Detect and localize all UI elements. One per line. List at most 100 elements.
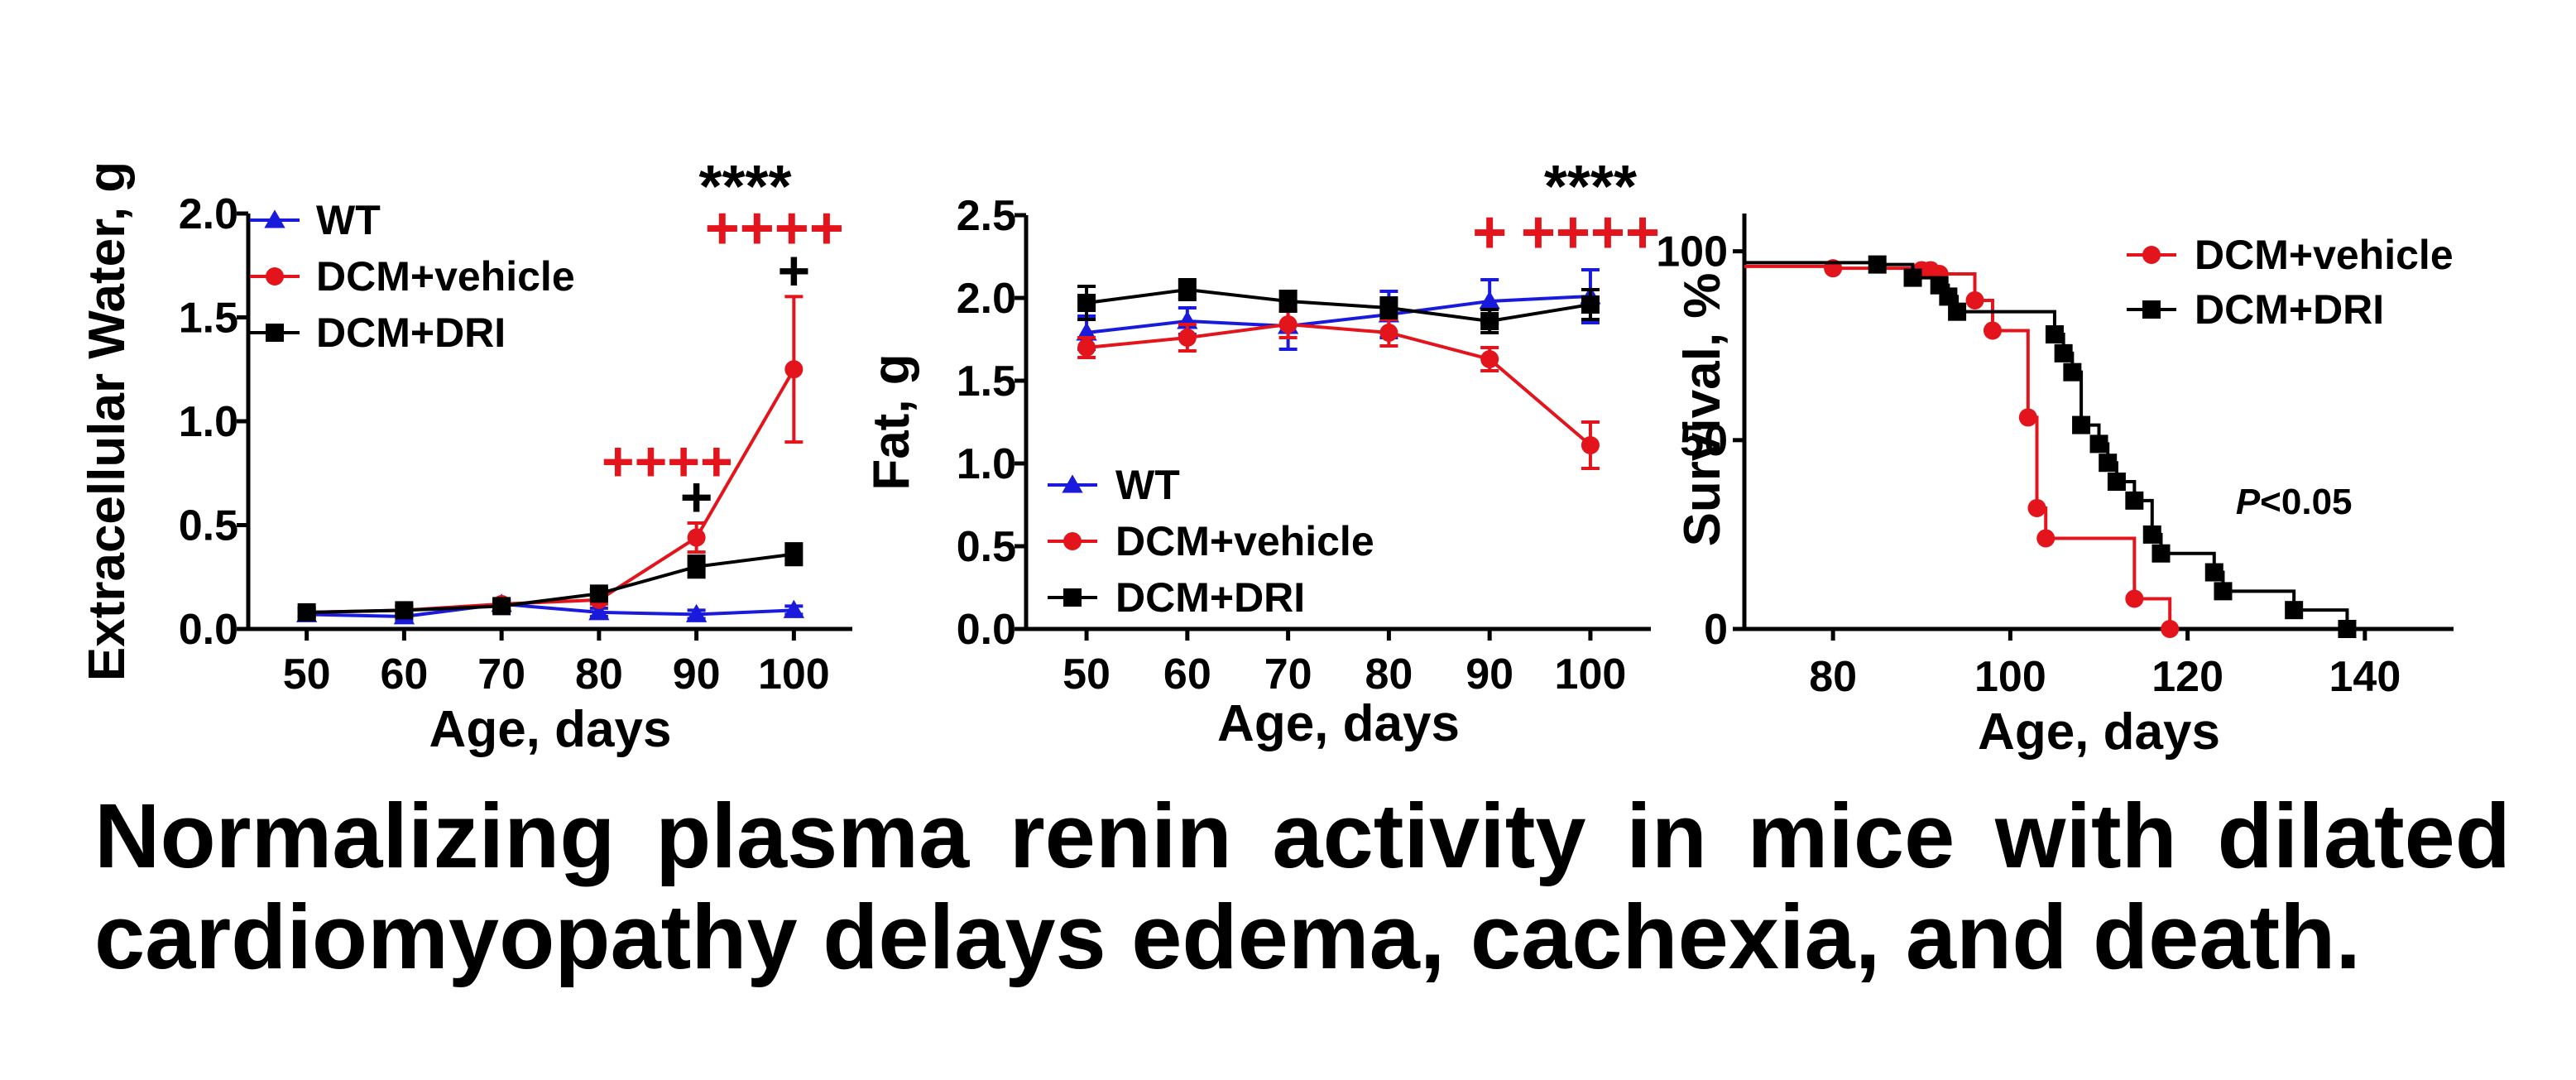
series-wt xyxy=(1076,268,1601,351)
data-point xyxy=(1278,292,1298,310)
figure-caption: Normalizing plasma renin activity in mic… xyxy=(94,785,2511,988)
data-point xyxy=(1278,315,1298,334)
data-point xyxy=(1379,299,1398,317)
y-tick-label: 50 xyxy=(1680,417,1728,465)
data-point xyxy=(2054,343,2073,362)
x-tick-label: 80 xyxy=(1809,653,1857,701)
x-tick-label: 100 xyxy=(1555,650,1627,698)
legend-marker xyxy=(266,267,284,286)
data-point xyxy=(2018,408,2037,427)
data-point xyxy=(1903,268,1922,287)
data-point xyxy=(1379,324,1398,342)
legend: WT DCM+vehicle DCM+DRI xyxy=(250,197,575,356)
x-tick-label: 100 xyxy=(758,650,830,698)
data-point xyxy=(1948,302,1967,321)
data-point xyxy=(1983,321,2002,340)
legend-marker xyxy=(1062,474,1083,493)
y-tick-label: 0.0 xyxy=(957,606,1016,654)
data-point xyxy=(1077,338,1096,357)
y-axis-label: Fat, g xyxy=(863,353,920,490)
data-point xyxy=(2107,473,2126,492)
x-tick-label: 100 xyxy=(1974,653,2046,701)
data-point xyxy=(1178,281,1197,299)
x-tick-label: 70 xyxy=(1264,650,1312,698)
y-tick-label: 2.0 xyxy=(957,275,1016,323)
data-point xyxy=(1965,290,1984,310)
annotation-rest: <0.05 xyxy=(2260,482,2352,522)
chart-survival: 0 50 100 80 100 120 140 Age, days Survival, % DCM… xyxy=(1656,214,2454,761)
annotation: P<0.05 xyxy=(2236,482,2353,522)
data-point xyxy=(492,597,511,616)
data-point xyxy=(1480,350,1499,368)
data-point xyxy=(2063,362,2082,382)
series-line xyxy=(306,552,794,614)
annotation: ++++ xyxy=(705,195,844,262)
y-tick-label: 100 xyxy=(1656,228,1728,276)
legend: WT DCM+vehicle DCM+DRI xyxy=(1048,462,1374,621)
data-point xyxy=(589,584,608,603)
data-point xyxy=(1581,295,1600,314)
x-tick-label: 50 xyxy=(1063,650,1111,698)
data-point xyxy=(1076,322,1097,341)
data-point xyxy=(687,528,706,547)
y-tick-label: 0 xyxy=(1704,606,1728,654)
data-point xyxy=(783,599,805,618)
x-tick-label: 80 xyxy=(575,650,623,698)
data-point xyxy=(784,545,804,564)
annotation: ++++ xyxy=(602,430,733,493)
chart-extracellular-water: 0.0 0.5 1.0 1.5 2.0 50 60 70 80 90 100 Age, days Ext… xyxy=(79,154,852,758)
data-point xyxy=(2089,434,2108,454)
data-point xyxy=(2072,415,2091,434)
x-tick-label: 90 xyxy=(673,650,721,698)
x-axis-label: Age, days xyxy=(429,701,672,758)
legend-label-dcm-vehicle: DCM+vehicle xyxy=(1115,518,1374,564)
y-axis-label: Extracellular Water, g xyxy=(79,161,136,681)
annotation: + xyxy=(777,239,810,302)
data-point xyxy=(2027,498,2046,517)
data-point xyxy=(2142,525,2161,544)
x-axis-label: Age, days xyxy=(1217,695,1460,752)
x-tick-label: 80 xyxy=(1365,650,1413,698)
data-point xyxy=(2204,563,2223,582)
legend-marker xyxy=(2142,300,2161,319)
data-point xyxy=(395,601,414,620)
annotation: + xyxy=(680,466,713,529)
x-tick-label: 140 xyxy=(2329,653,2401,701)
legend-label-wt: WT xyxy=(1115,462,1180,508)
y-axis-label: Survival, % xyxy=(1674,273,1731,547)
data-point xyxy=(2125,491,2144,510)
data-point xyxy=(2285,601,2304,620)
series-dcm-dri xyxy=(1077,278,1600,334)
annotation: + xyxy=(1472,199,1507,266)
series-wt xyxy=(295,593,805,625)
data-point xyxy=(297,602,316,622)
series-line xyxy=(306,602,794,618)
x-tick-label: 90 xyxy=(1465,650,1513,698)
x-axis-label: Age, days xyxy=(1978,703,2220,761)
legend-marker xyxy=(266,324,284,342)
data-point xyxy=(2099,454,2118,473)
legend: DCM+vehicle DCM+DRI xyxy=(2127,232,2454,333)
y-tick-label: 0.0 xyxy=(179,606,238,654)
annotation: **** xyxy=(698,154,791,220)
annotation: ++++ xyxy=(1521,199,1660,266)
y-tick-label: 1.0 xyxy=(957,440,1016,488)
data-point xyxy=(1581,436,1600,454)
data-point xyxy=(685,603,708,622)
data-point xyxy=(1480,312,1499,330)
y-tick-label: 0.5 xyxy=(957,523,1016,571)
data-point xyxy=(1178,329,1197,347)
y-tick-label: 2.5 xyxy=(957,192,1016,240)
y-tick-label: 1.0 xyxy=(179,398,238,446)
data-point xyxy=(2151,544,2171,563)
data-point xyxy=(2338,620,2357,638)
series-line xyxy=(1086,295,1591,334)
chart-fat: 0.0 0.5 1.0 1.5 2.0 2.5 50 60 70 80 90 100 Age, days… xyxy=(863,154,1660,752)
x-tick-label: 60 xyxy=(1163,650,1211,698)
data-point xyxy=(2161,620,2180,638)
y-tick-label: 1.5 xyxy=(179,295,238,343)
series-dcm-vehicle xyxy=(1077,310,1600,470)
data-point xyxy=(2036,529,2056,548)
data-point xyxy=(687,557,706,576)
